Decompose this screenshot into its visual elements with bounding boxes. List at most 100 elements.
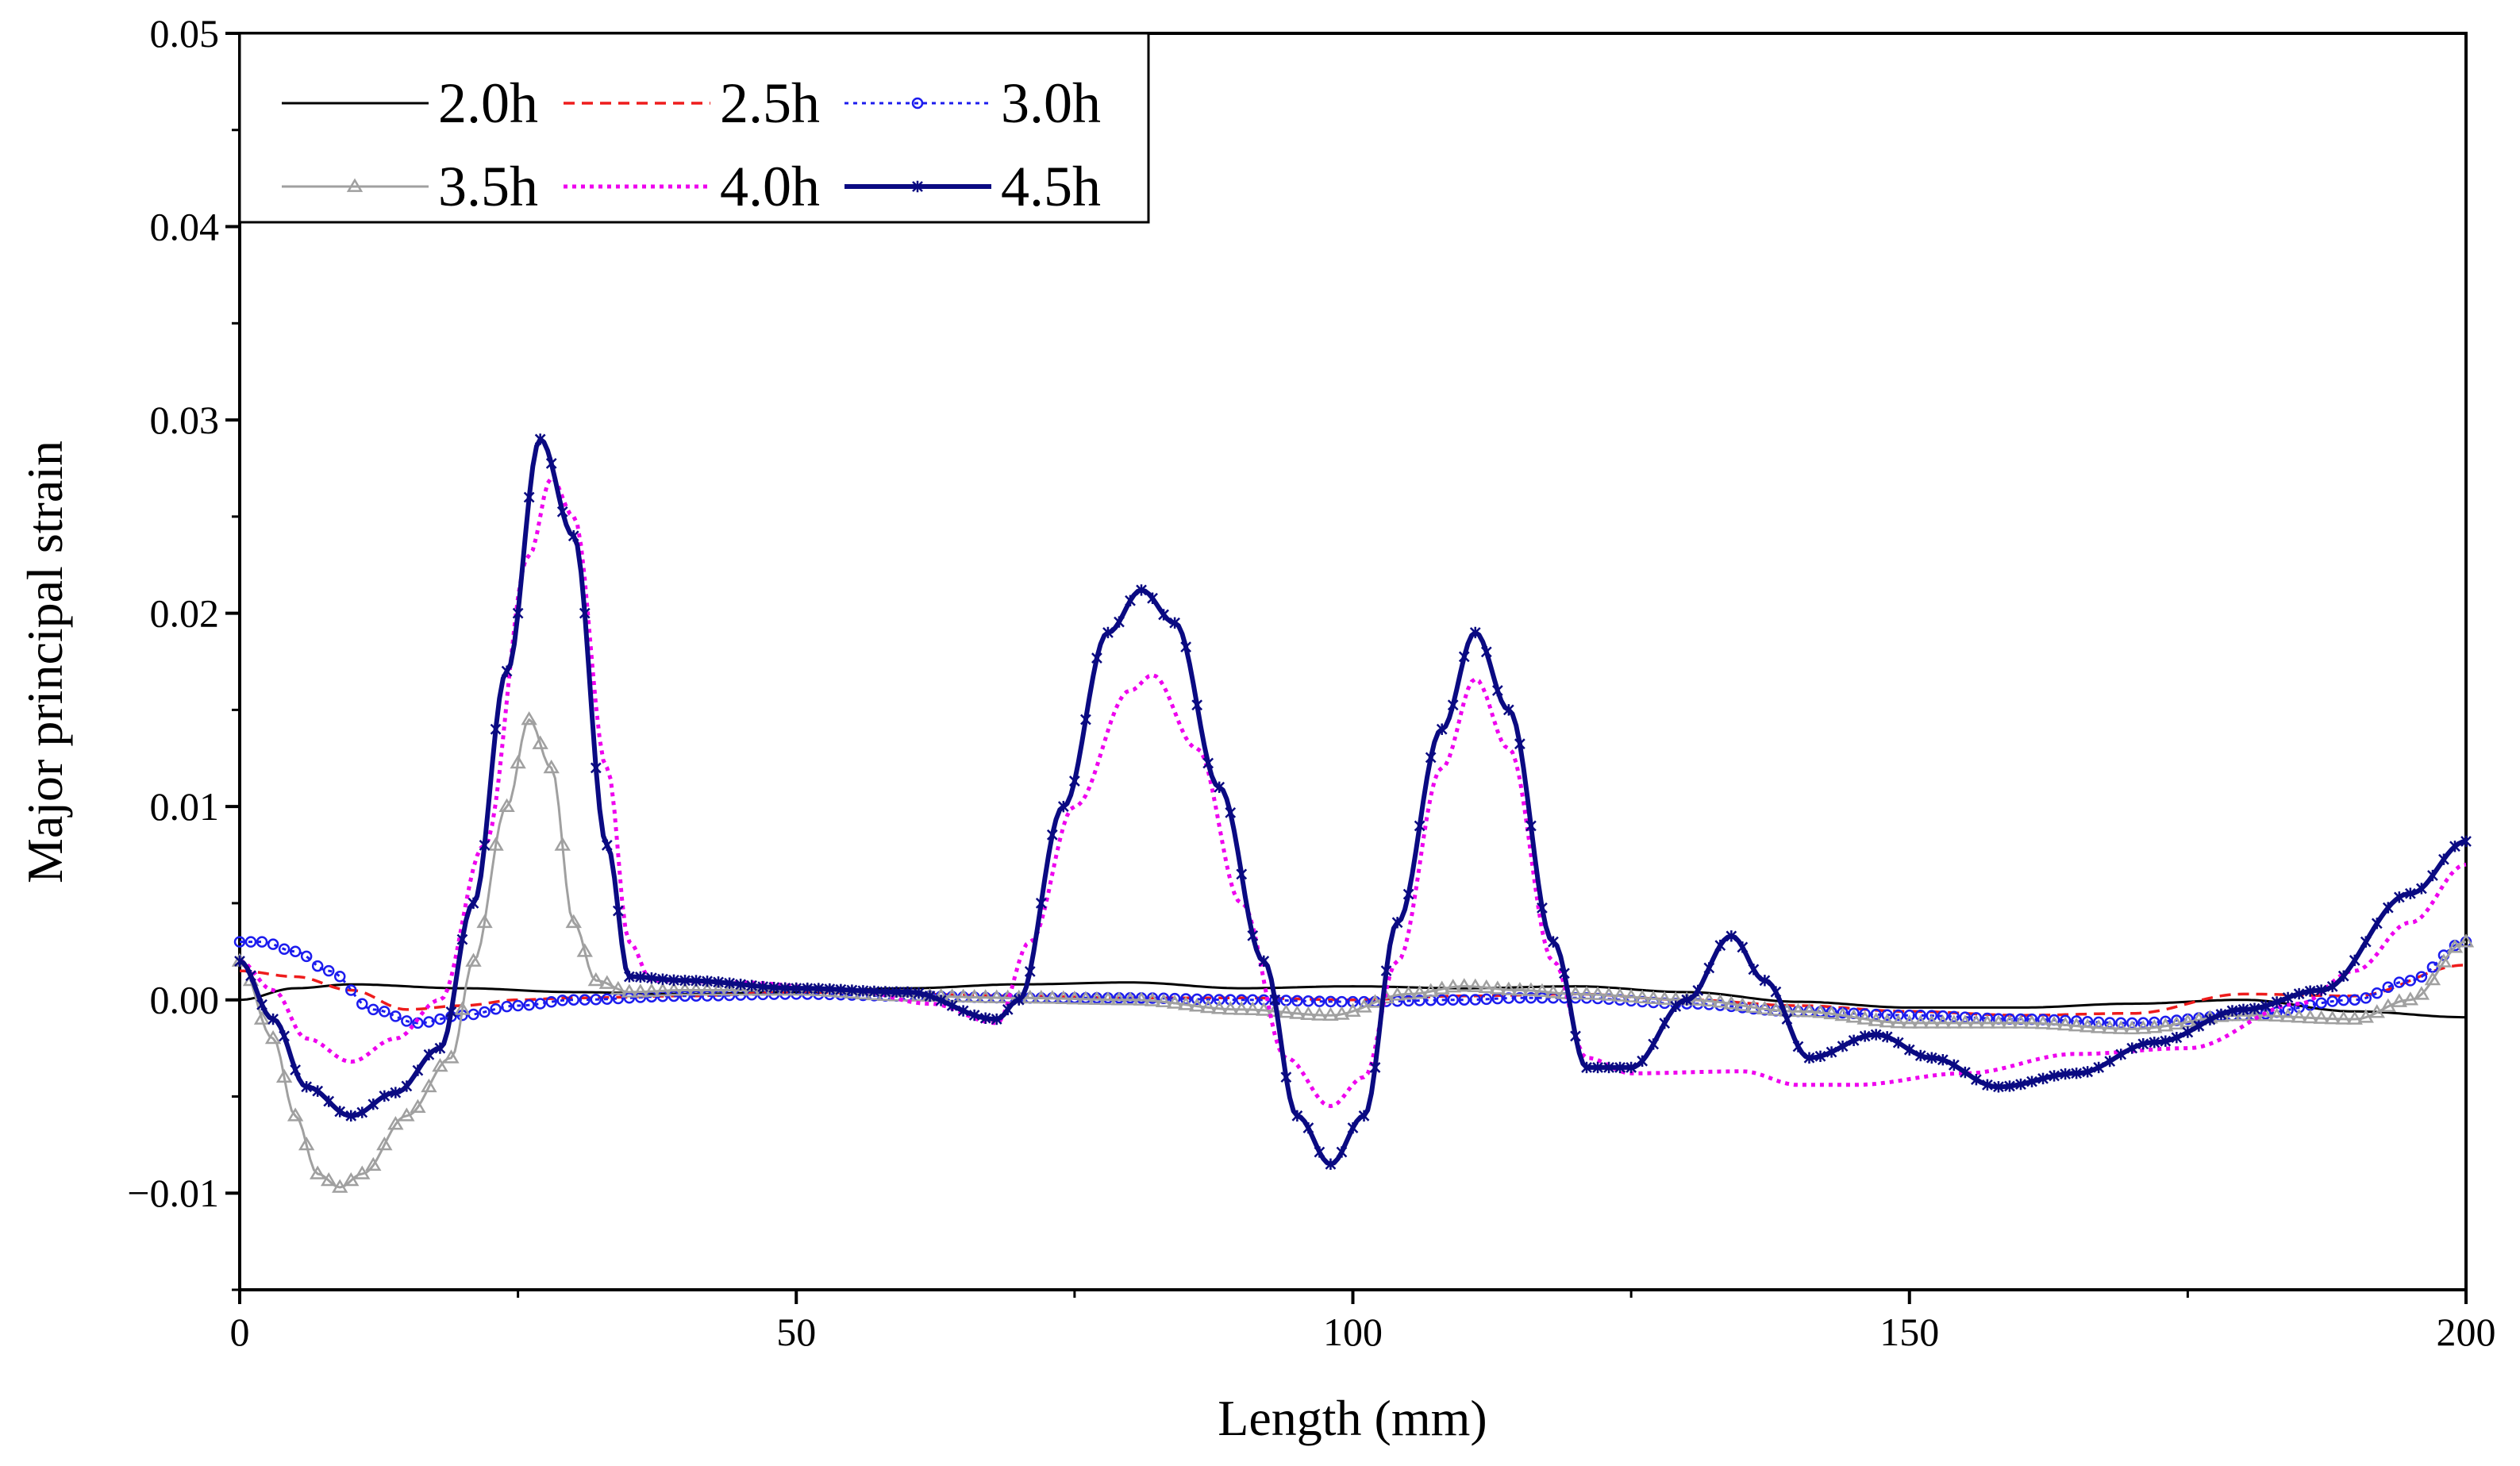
series-marker — [323, 1095, 335, 1107]
series-marker — [401, 1080, 413, 1092]
series-marker — [1478, 979, 1495, 994]
series-marker — [1169, 617, 1180, 629]
series-marker — [567, 994, 579, 1006]
series-marker — [1147, 592, 1158, 604]
series-marker — [2438, 853, 2449, 865]
series-marker — [1035, 897, 1047, 910]
series-marker — [233, 936, 246, 948]
series-marker — [565, 914, 582, 929]
series-marker — [298, 1136, 315, 1151]
series-marker — [498, 798, 515, 813]
series-marker — [698, 982, 716, 996]
series-marker — [445, 1006, 457, 1018]
series-marker — [412, 1017, 424, 1029]
series-marker — [1712, 994, 1729, 1008]
series-marker — [1236, 868, 1248, 880]
series-marker — [1993, 1081, 2004, 1093]
series-marker — [1080, 714, 1091, 725]
series-marker — [2326, 995, 2338, 1007]
series-marker — [1211, 1000, 1228, 1014]
series-marker — [398, 1107, 415, 1122]
series-marker — [1491, 684, 1503, 697]
series-marker — [1447, 994, 1459, 1006]
series-marker — [2371, 918, 2383, 929]
series-marker — [1701, 992, 1718, 1006]
series-marker — [2071, 1068, 2083, 1079]
series-marker — [1121, 991, 1139, 1006]
series-marker — [312, 1085, 324, 1097]
series-marker — [687, 982, 705, 996]
series-marker — [587, 972, 604, 987]
series-marker — [1347, 1122, 1359, 1134]
series-marker — [1091, 652, 1102, 664]
series-marker — [1581, 1061, 1592, 1074]
series-marker — [621, 983, 638, 998]
series-marker — [379, 1090, 391, 1102]
series-marker — [1801, 1003, 1818, 1018]
series-marker — [487, 837, 504, 851]
series-marker — [1356, 998, 1372, 1013]
series-marker — [1077, 991, 1095, 1005]
series-line — [239, 981, 2466, 1019]
series-marker — [245, 970, 256, 982]
series-marker — [1781, 1013, 1793, 1025]
series-marker — [2335, 1010, 2352, 1025]
series-marker — [1768, 1002, 1784, 1016]
series-marker — [1158, 609, 1169, 621]
series-marker — [2026, 1075, 2037, 1087]
series-marker — [1256, 1002, 1272, 1016]
series-marker — [410, 1099, 426, 1113]
series-marker — [635, 971, 646, 983]
series-marker — [278, 943, 290, 956]
series-marker — [1389, 987, 1406, 1001]
series-marker — [521, 711, 537, 725]
series-marker — [345, 984, 357, 996]
series-marker — [2291, 1009, 2307, 1023]
series-marker — [623, 971, 635, 983]
series-marker — [579, 994, 591, 1006]
series-marker — [1367, 994, 1383, 1008]
series-marker — [1703, 962, 1715, 974]
series-marker — [1311, 1006, 1328, 1021]
series-marker — [534, 433, 546, 445]
series-marker — [253, 1010, 271, 1025]
series-marker — [1414, 995, 1425, 1006]
series-marker — [1656, 991, 1673, 1005]
series-marker — [2304, 985, 2316, 997]
series-marker — [679, 975, 691, 987]
series-marker — [2135, 1020, 2152, 1034]
series-marker — [279, 1030, 290, 1042]
series-marker — [590, 762, 602, 774]
series-marker — [354, 1165, 371, 1179]
series-marker — [1681, 994, 1693, 1006]
series-marker — [1202, 993, 1214, 1006]
series-marker — [1291, 1110, 1303, 1122]
series-marker — [1982, 1079, 1993, 1091]
series-marker — [598, 975, 616, 989]
series-marker — [610, 980, 627, 995]
series-2.5h — [240, 964, 2467, 1017]
series-marker — [1411, 984, 1428, 999]
series-marker — [1345, 1002, 1361, 1017]
series-marker — [1559, 968, 1570, 979]
series-marker — [1247, 929, 1259, 942]
series-marker — [1533, 983, 1551, 998]
series-marker — [1002, 1003, 1014, 1016]
series-marker — [1225, 806, 1237, 819]
series-2.0h — [239, 981, 2466, 1019]
series-marker — [1948, 1059, 1960, 1072]
series-marker — [300, 950, 313, 963]
series-marker — [2368, 1004, 2385, 1018]
series-marker — [267, 938, 279, 950]
series-marker — [1890, 1014, 1906, 1029]
series-marker — [1033, 990, 1049, 1004]
series-marker — [2149, 1037, 2160, 1049]
legend-item-2.0h: 2.0h — [282, 71, 538, 135]
series-marker — [1937, 1010, 1949, 1022]
series-marker — [1391, 917, 1403, 929]
x-tick-label: 50 — [776, 1310, 816, 1354]
series-marker — [1603, 1061, 1614, 1074]
series-marker — [1926, 1052, 1937, 1064]
series-marker — [612, 905, 624, 917]
y-tick-label: 0.01 — [150, 784, 220, 829]
